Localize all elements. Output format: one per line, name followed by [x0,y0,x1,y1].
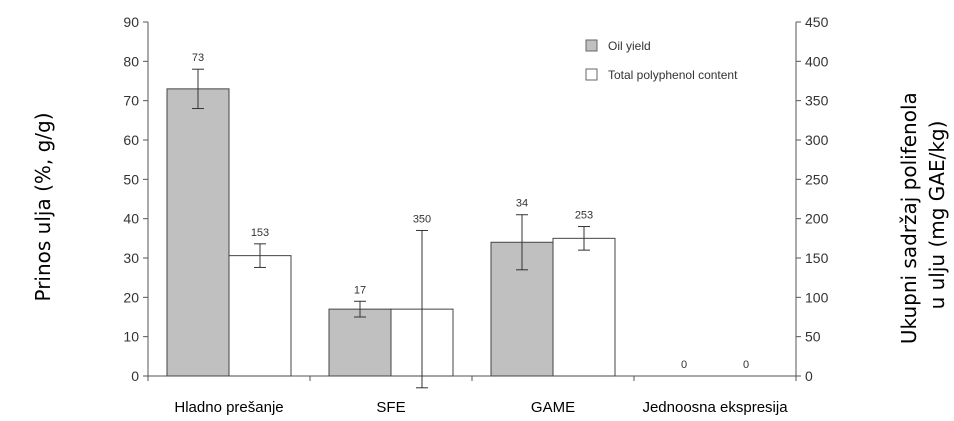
right-tick-label: 450 [805,14,829,30]
data-label: 0 [743,359,749,371]
data-label: 253 [575,210,593,222]
left-tick-label: 60 [123,132,139,148]
legend-label-oil-yield: Oil yield [608,39,651,53]
left-tick-label: 20 [123,289,139,305]
right-tick-label: 200 [805,211,829,227]
right-axis-title-line-2: u ulju (mg GAE/kg) [925,121,949,310]
right-axis-title: Ukupni sadržaj polifenola u ulju (mg GAE… [897,86,949,344]
bar-polyphenol [228,255,292,377]
right-tick-label: 0 [805,368,813,384]
legend-swatch-oil-yield [585,39,598,52]
category-label: Hladno prešanje [174,399,283,416]
right-axis-title-line-1: Ukupni sadržaj polifenola [897,92,921,344]
data-labels-group: 73 17 34 0 153 350 253 0 [192,52,749,371]
bars-group [166,68,616,389]
left-tick-label: 40 [123,211,139,227]
bar-polyphenol [552,237,616,377]
left-tick-label: 90 [123,14,139,30]
left-tick-label: 30 [123,250,139,266]
category-label: Jednoosna ekspresija [642,399,788,416]
data-label: 73 [192,52,204,64]
legend-swatch-polyphenol [585,68,598,81]
left-axis-title: Prinos ulja (%, g/g) [31,112,55,301]
legend-label-polyphenol: Total polyphenol content [608,68,738,82]
axes-group: 0 10 20 30 40 50 60 70 80 90 0 50 100 150 200 250 300 350… [123,14,828,416]
right-tick-label: 50 [805,329,821,345]
right-tick-label: 350 [805,93,829,109]
right-tick-label: 150 [805,250,829,266]
left-tick-label: 10 [123,329,139,345]
data-label: 0 [681,359,687,371]
data-label: 34 [516,198,528,210]
left-tick-label: 0 [131,368,139,384]
category-label: SFE [376,399,405,416]
category-label: GAME [531,399,575,416]
right-tick-label: 250 [805,171,829,187]
right-tick-label: 400 [805,53,829,69]
right-tick-label: 300 [805,132,829,148]
data-label: 153 [251,227,269,239]
left-tick-label: 50 [123,171,139,187]
right-tick-label: 100 [805,289,829,305]
left-tick-label: 80 [123,53,139,69]
data-label: 350 [413,213,431,225]
legend: Oil yield Total polyphenol content [585,39,738,82]
left-tick-label: 70 [123,93,139,109]
bar-oil-yield [328,308,392,377]
bar-oil-yield [166,88,230,377]
data-label: 17 [354,284,366,296]
